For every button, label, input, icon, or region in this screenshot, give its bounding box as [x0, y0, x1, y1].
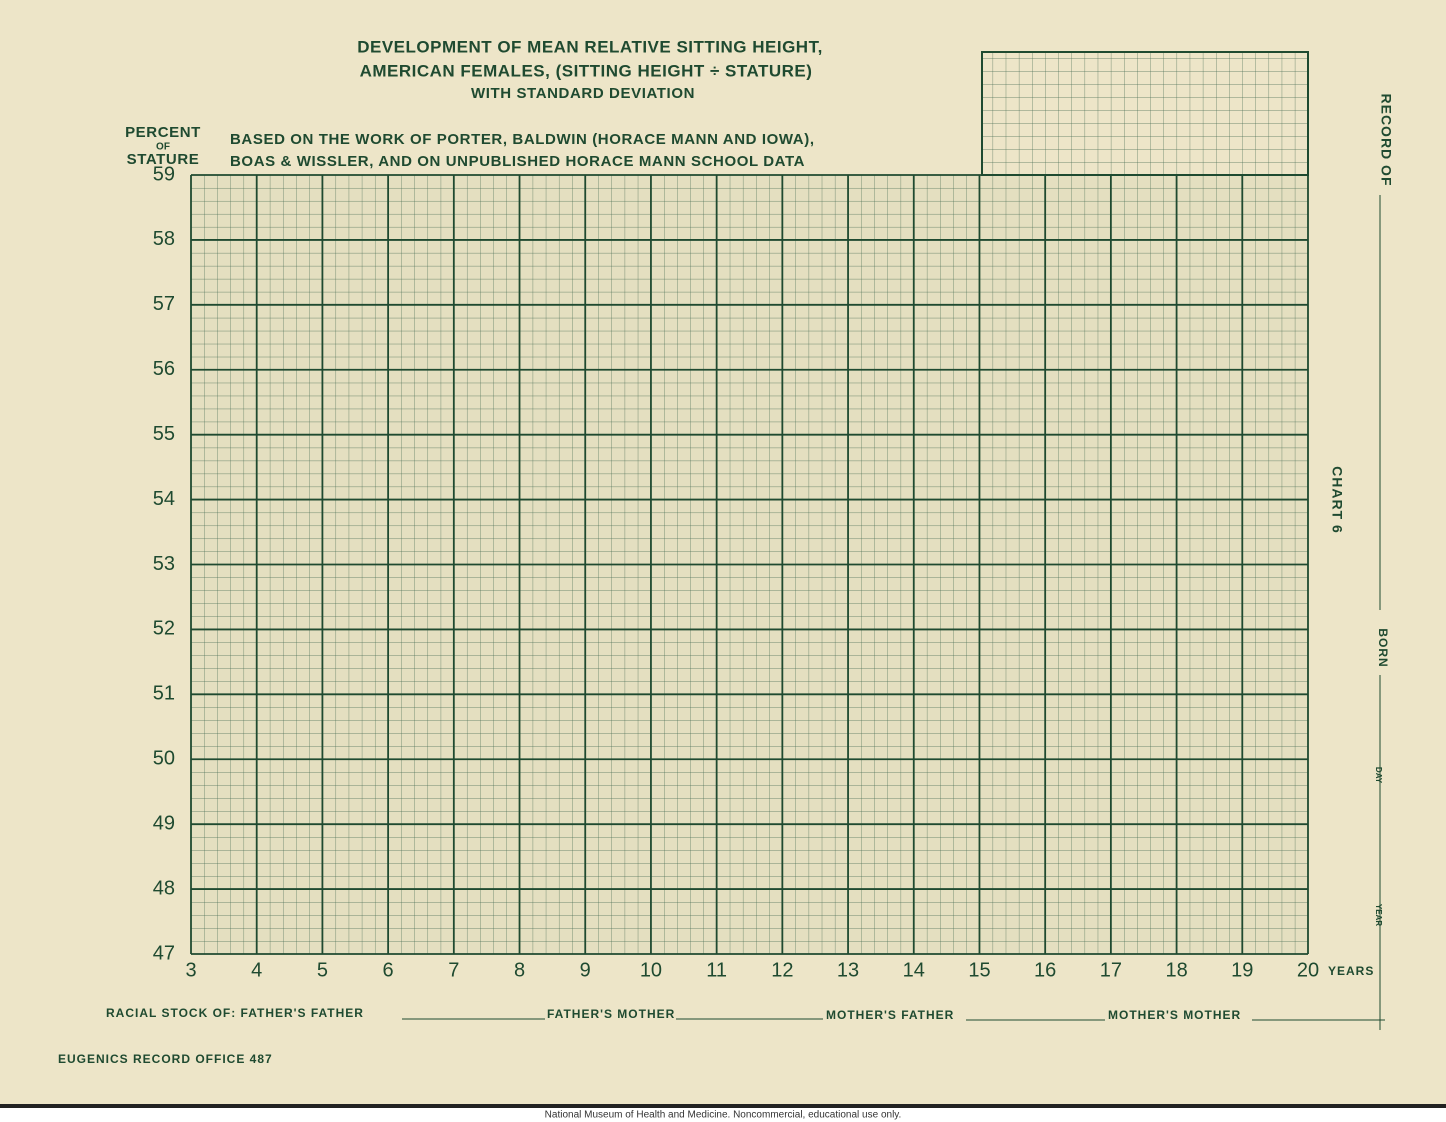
- x-tick-label: 14: [903, 959, 925, 981]
- credit: National Museum of Health and Medicine. …: [545, 1110, 902, 1121]
- x-tick-label: 4: [251, 959, 262, 981]
- x-tick-label: 9: [580, 959, 591, 981]
- x-tick-label: 6: [383, 959, 394, 981]
- y-label: OF: [156, 142, 170, 153]
- record-grid: [981, 51, 1309, 176]
- x-label: YEARS: [1328, 964, 1374, 978]
- office: EUGENICS RECORD OFFICE 487: [58, 1052, 273, 1066]
- y-tick-label: 49: [153, 812, 175, 834]
- x-tick-label: 17: [1100, 959, 1122, 981]
- racial-stock: RACIAL STOCK OF: FATHER'S FATHER: [106, 1006, 364, 1020]
- y-tick-label: 56: [153, 358, 175, 380]
- x-tick-label: 19: [1231, 959, 1253, 981]
- y-tick-label: 48: [153, 877, 175, 899]
- x-tick-label: 5: [317, 959, 328, 981]
- chart-number: CHART 6: [1329, 466, 1345, 534]
- y-tick-label: 52: [153, 618, 175, 640]
- x-tick-label: 12: [771, 959, 793, 981]
- x-tick-label: 10: [640, 959, 662, 981]
- x-tick-label: 16: [1034, 959, 1056, 981]
- record-of: RECORD OF: [1378, 94, 1394, 187]
- title: WITH STANDARD DEVIATION: [471, 85, 695, 102]
- y-tick-label: 47: [153, 942, 175, 964]
- y-tick-label: 55: [153, 423, 175, 445]
- y-tick-label: 54: [153, 488, 175, 510]
- y-tick-label: 57: [153, 293, 175, 315]
- x-tick-label: 18: [1165, 959, 1187, 981]
- fathers-mother: FATHER'S MOTHER: [547, 1007, 675, 1021]
- y-tick-label: 58: [153, 228, 175, 250]
- x-tick-label: 13: [837, 959, 859, 981]
- y-tick-label: 51: [153, 683, 175, 705]
- born: BORN: [1376, 628, 1390, 667]
- y-tick-label: 53: [153, 553, 175, 575]
- y-tick-label: 59: [153, 163, 175, 185]
- y-label: PERCENT: [125, 124, 201, 141]
- subtitle: BOAS & WISSLER, AND ON UNPUBLISHED HORAC…: [230, 153, 805, 170]
- edge: [0, 1104, 1446, 1108]
- y-label: STATURE: [127, 151, 200, 168]
- day: DAY: [1374, 767, 1383, 784]
- y-tick-label: 50: [153, 748, 175, 770]
- x-tick-label: 7: [448, 959, 459, 981]
- mothers-mother: MOTHER'S MOTHER: [1108, 1008, 1241, 1022]
- title: AMERICAN FEMALES, (SITTING HEIGHT ÷ STAT…: [360, 61, 813, 80]
- x-tick-label: 15: [968, 959, 990, 981]
- x-tick-label: 8: [514, 959, 525, 981]
- x-tick-label: 11: [706, 959, 727, 981]
- year: YEAR: [1374, 904, 1383, 926]
- title: DEVELOPMENT OF MEAN RELATIVE SITTING HEI…: [357, 37, 823, 56]
- mothers-father: MOTHER'S FATHER: [826, 1008, 954, 1022]
- x-tick-label: 20: [1297, 959, 1319, 981]
- x-tick-label: 3: [185, 959, 196, 981]
- subtitle: BASED ON THE WORK OF PORTER, BALDWIN (HO…: [230, 131, 815, 148]
